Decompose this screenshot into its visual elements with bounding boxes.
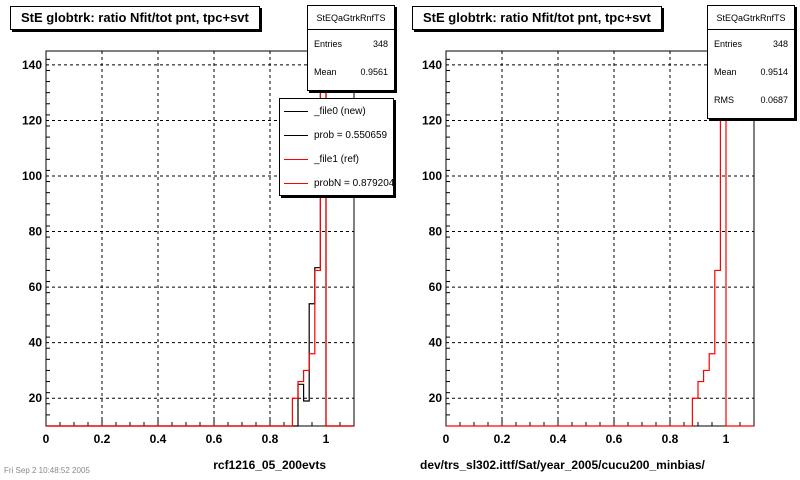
histogram-title: StE globtrk: ratio Nfit/tot pnt, tpc+svt (10, 6, 260, 30)
x-tick-label: 0 (443, 432, 450, 446)
legend-swatch (284, 110, 308, 112)
x-tick-label: 0 (43, 432, 50, 446)
stats-label: Mean (714, 67, 737, 77)
legend-swatch (284, 158, 308, 160)
x-axis-label: dev/trs_sl302.ittf/Sat/year_2005/cucu200… (420, 458, 705, 472)
x-tick-label: 0.6 (606, 432, 623, 446)
stats-value: 0.0687 (760, 95, 788, 105)
stats-row-mean: Mean 0.9561 (308, 58, 394, 86)
stats-name: StEQaGtrkRnfTS (308, 6, 394, 30)
stats-box: StEQaGtrkRnfTS Entries 348 Mean 0.9561 (307, 5, 395, 91)
stats-row-mean: Mean 0.9514 (708, 58, 794, 86)
histogram-panel-right: 0 0.2 0.4 0.6 0.8 1 20 40 60 80 100 120 140 StE glob… (400, 0, 800, 480)
x-tick-label: 0.6 (206, 432, 223, 446)
x-tick-label: 1 (323, 432, 330, 446)
y-tick-label: 20 (29, 391, 43, 405)
histogram-panel-left: 0 0.2 0.4 0.6 0.8 1 20 40 60 80 100 120 140 StE glob… (10, 5, 395, 472)
y-tick-label: 120 (422, 113, 442, 127)
histogram-title: StE globtrk: ratio Nfit/tot pnt, tpc+svt (412, 6, 662, 30)
stats-row-entries: Entries 348 (308, 30, 394, 58)
y-tick-label: 80 (429, 225, 443, 239)
legend-swatch (284, 134, 308, 136)
x-tick-label: 0.4 (550, 432, 567, 446)
y-tick-label: 140 (422, 58, 442, 72)
stats-label: RMS (714, 95, 734, 105)
stats-label: Entries (714, 39, 743, 49)
histogram-series-line (446, 69, 754, 427)
stats-value: 0.9514 (760, 67, 788, 77)
timestamp-footer: Fri Sep 2 10:48:52 2005 (4, 466, 90, 475)
stats-row-rms: RMS 0.0687 (708, 86, 794, 114)
legend-label: prob = 0.550659 (314, 129, 388, 141)
legend: _file0 (new) prob = 0.550659 _file1 (ref… (279, 98, 394, 196)
x-tick-label: 0.4 (150, 432, 167, 446)
stats-name: StEQaGtrkRnfTS (708, 6, 794, 30)
stats-label: Mean (314, 67, 337, 77)
y-tick-label: 120 (22, 113, 42, 127)
legend-entry: probN = 0.879204 (280, 171, 393, 195)
stats-row-entries: Entries 348 (708, 30, 794, 58)
y-tick-label: 60 (29, 280, 43, 294)
y-tick-label: 80 (29, 225, 43, 239)
stats-value: 348 (772, 39, 788, 49)
x-tick-label: 0.8 (262, 432, 279, 446)
legend-label: _file0 (new) (314, 105, 366, 117)
x-tick-label: 0.8 (662, 432, 679, 446)
y-tick-label: 140 (22, 58, 42, 72)
legend-entry: _file0 (new) (280, 99, 393, 123)
y-tick-label: 20 (429, 391, 443, 405)
x-tick-label: 1 (723, 432, 730, 446)
y-tick-label: 40 (429, 336, 443, 350)
legend-entry: prob = 0.550659 (280, 123, 393, 147)
y-tick-label: 100 (22, 169, 42, 183)
legend-label: probN = 0.879204 (314, 177, 394, 189)
y-tick-label: 100 (422, 169, 442, 183)
legend-label: _file1 (ref) (314, 153, 360, 165)
x-tick-label: 0.2 (94, 432, 111, 446)
legend-swatch (284, 182, 308, 184)
legend-entry: _file1 (ref) (280, 147, 393, 171)
stats-value: 0.9561 (360, 67, 388, 77)
y-tick-label: 60 (429, 280, 443, 294)
x-tick-label: 0.2 (494, 432, 511, 446)
stats-value: 348 (372, 39, 388, 49)
stats-box: StEQaGtrkRnfTS Entries 348 Mean 0.9514 R… (707, 5, 795, 119)
x-axis-label: rcf1216_05_200evts (213, 458, 326, 472)
stats-label: Entries (314, 39, 343, 49)
y-tick-label: 40 (29, 336, 43, 350)
